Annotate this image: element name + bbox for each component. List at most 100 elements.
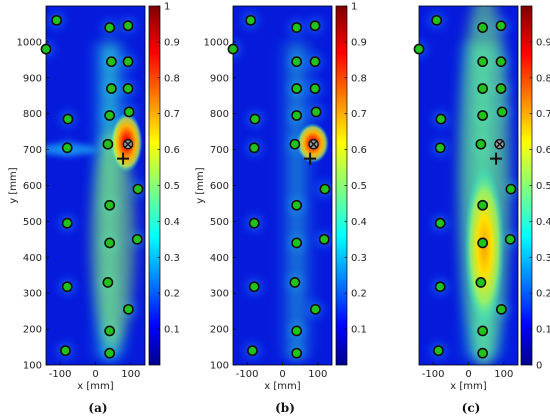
colorbar-tick-label: 0.4 bbox=[351, 217, 367, 228]
sensor-point bbox=[433, 345, 444, 357]
sensor-point bbox=[106, 56, 117, 68]
x-tick-label: 0 bbox=[279, 369, 285, 380]
sensor-point bbox=[122, 20, 134, 32]
sensor-point bbox=[51, 14, 63, 26]
sensor-point bbox=[245, 14, 257, 26]
colorbar-tick-label: 0.2 bbox=[536, 289, 550, 300]
cross-marker bbox=[117, 152, 130, 165]
y-tick-label: 200 bbox=[23, 325, 42, 336]
sensor-point bbox=[104, 347, 116, 359]
colorbar-tick-label: 1 bbox=[164, 2, 170, 13]
sensor-point bbox=[102, 138, 114, 150]
y-axis-label: y [mm] bbox=[195, 167, 206, 203]
sensor-point bbox=[310, 106, 322, 118]
colorbar-tick-label: 0.8 bbox=[164, 73, 180, 84]
y-tick-label: 1000 bbox=[17, 37, 42, 48]
sensor-point bbox=[477, 199, 489, 211]
sensor-point bbox=[248, 217, 260, 229]
sensor-point bbox=[505, 183, 517, 195]
sensor-point bbox=[477, 237, 489, 249]
sensor-point bbox=[102, 277, 114, 288]
sensor-point bbox=[477, 83, 489, 94]
colorbar-tick-label: 0.4 bbox=[164, 217, 180, 228]
sensor-point bbox=[104, 325, 116, 337]
x-tick-label: -100 bbox=[422, 369, 445, 380]
sensor-point bbox=[61, 217, 73, 229]
y-tick-label: 100 bbox=[23, 361, 42, 372]
x-tick-label: 0 bbox=[92, 369, 98, 380]
sensor-point bbox=[122, 56, 134, 68]
sensor-point bbox=[318, 233, 330, 245]
panel-caption: (a) bbox=[88, 401, 107, 415]
sensor-point bbox=[61, 142, 73, 154]
sensor-point bbox=[477, 325, 489, 337]
sensor-point bbox=[309, 56, 321, 68]
colorbar-tick-label: 0.4 bbox=[536, 217, 550, 228]
colorbar-tick-label: 0.8 bbox=[351, 73, 367, 84]
colorbar-tick-label: 0.5 bbox=[164, 181, 180, 192]
sensor-point bbox=[477, 56, 489, 68]
colorbar-tick-label: 0.7 bbox=[536, 109, 550, 120]
sensor-point bbox=[496, 106, 508, 118]
sensor-point bbox=[477, 22, 489, 33]
colorbar-tick-label: 0 bbox=[536, 361, 542, 372]
colorbar-tick-label: 0.5 bbox=[351, 181, 367, 192]
y-tick-label: 800 bbox=[23, 109, 42, 120]
x-axis-label: x [mm] bbox=[77, 381, 113, 392]
y-tick-label: 500 bbox=[23, 217, 42, 228]
sensor-point bbox=[504, 233, 516, 245]
y-tick-label: 300 bbox=[23, 289, 42, 300]
sensor-point bbox=[248, 142, 260, 154]
x-tick-label: -100 bbox=[49, 369, 72, 380]
sensor-point bbox=[289, 277, 301, 288]
heatmap-panel-2: -100 0 100 100 200 300 400 500 600 700 800 900 1000 x… bbox=[195, 2, 367, 416]
y-tick-label: 200 bbox=[210, 325, 229, 336]
sensor-point bbox=[434, 217, 446, 229]
x-tick-label: 100 bbox=[494, 369, 513, 380]
sensor-point bbox=[122, 83, 134, 94]
circled-x-marker bbox=[308, 138, 319, 150]
sensor-point bbox=[131, 233, 143, 245]
sensor-point bbox=[291, 325, 303, 337]
sensor-point bbox=[247, 345, 258, 357]
x-tick-label: 100 bbox=[308, 369, 327, 380]
sensor-point bbox=[475, 277, 487, 288]
sensor-point bbox=[104, 199, 116, 211]
colorbar-tick-label: 0.2 bbox=[164, 289, 180, 300]
sensor-point bbox=[431, 14, 443, 26]
cross-marker bbox=[490, 152, 503, 165]
colorbar-tick-label: 0.1 bbox=[351, 325, 367, 336]
y-tick-label: 1000 bbox=[204, 37, 229, 48]
sensor-point bbox=[434, 281, 446, 293]
sensor-point bbox=[495, 56, 507, 68]
y-tick-label: 300 bbox=[210, 289, 229, 300]
sensor-point bbox=[291, 22, 303, 33]
y-tick-label: 700 bbox=[23, 145, 42, 156]
sensor-point bbox=[495, 83, 507, 94]
sensor-point bbox=[309, 303, 321, 315]
panel-caption: (c) bbox=[462, 401, 481, 415]
panel-caption: (b) bbox=[275, 401, 295, 415]
sensor-point bbox=[477, 347, 489, 359]
colorbar-tick-label: 0.8 bbox=[536, 73, 550, 84]
y-tick-label: 400 bbox=[210, 253, 229, 264]
colorbar-tick-label: 0.6 bbox=[164, 145, 180, 156]
cross-marker bbox=[304, 152, 317, 165]
colorbar-tick-label: 0.5 bbox=[536, 181, 550, 192]
sensor-point bbox=[413, 43, 425, 55]
y-tick-label: 600 bbox=[23, 181, 42, 192]
sensor-point bbox=[61, 281, 73, 293]
colorbar-tick-label: 0.6 bbox=[536, 145, 550, 156]
sensor-point bbox=[123, 106, 135, 118]
x-tick-label: 100 bbox=[121, 369, 140, 380]
y-tick-label: 900 bbox=[210, 73, 229, 84]
sensor-point bbox=[309, 83, 321, 94]
x-tick-label: 0 bbox=[465, 369, 471, 380]
colorbar-tick-label: 1 bbox=[351, 2, 357, 13]
sensor-point bbox=[435, 113, 447, 125]
sensor-point bbox=[291, 199, 303, 211]
colorbar-tick-label: 0.6 bbox=[351, 145, 367, 156]
sensor-point bbox=[291, 110, 303, 121]
sensor-point bbox=[319, 183, 331, 195]
